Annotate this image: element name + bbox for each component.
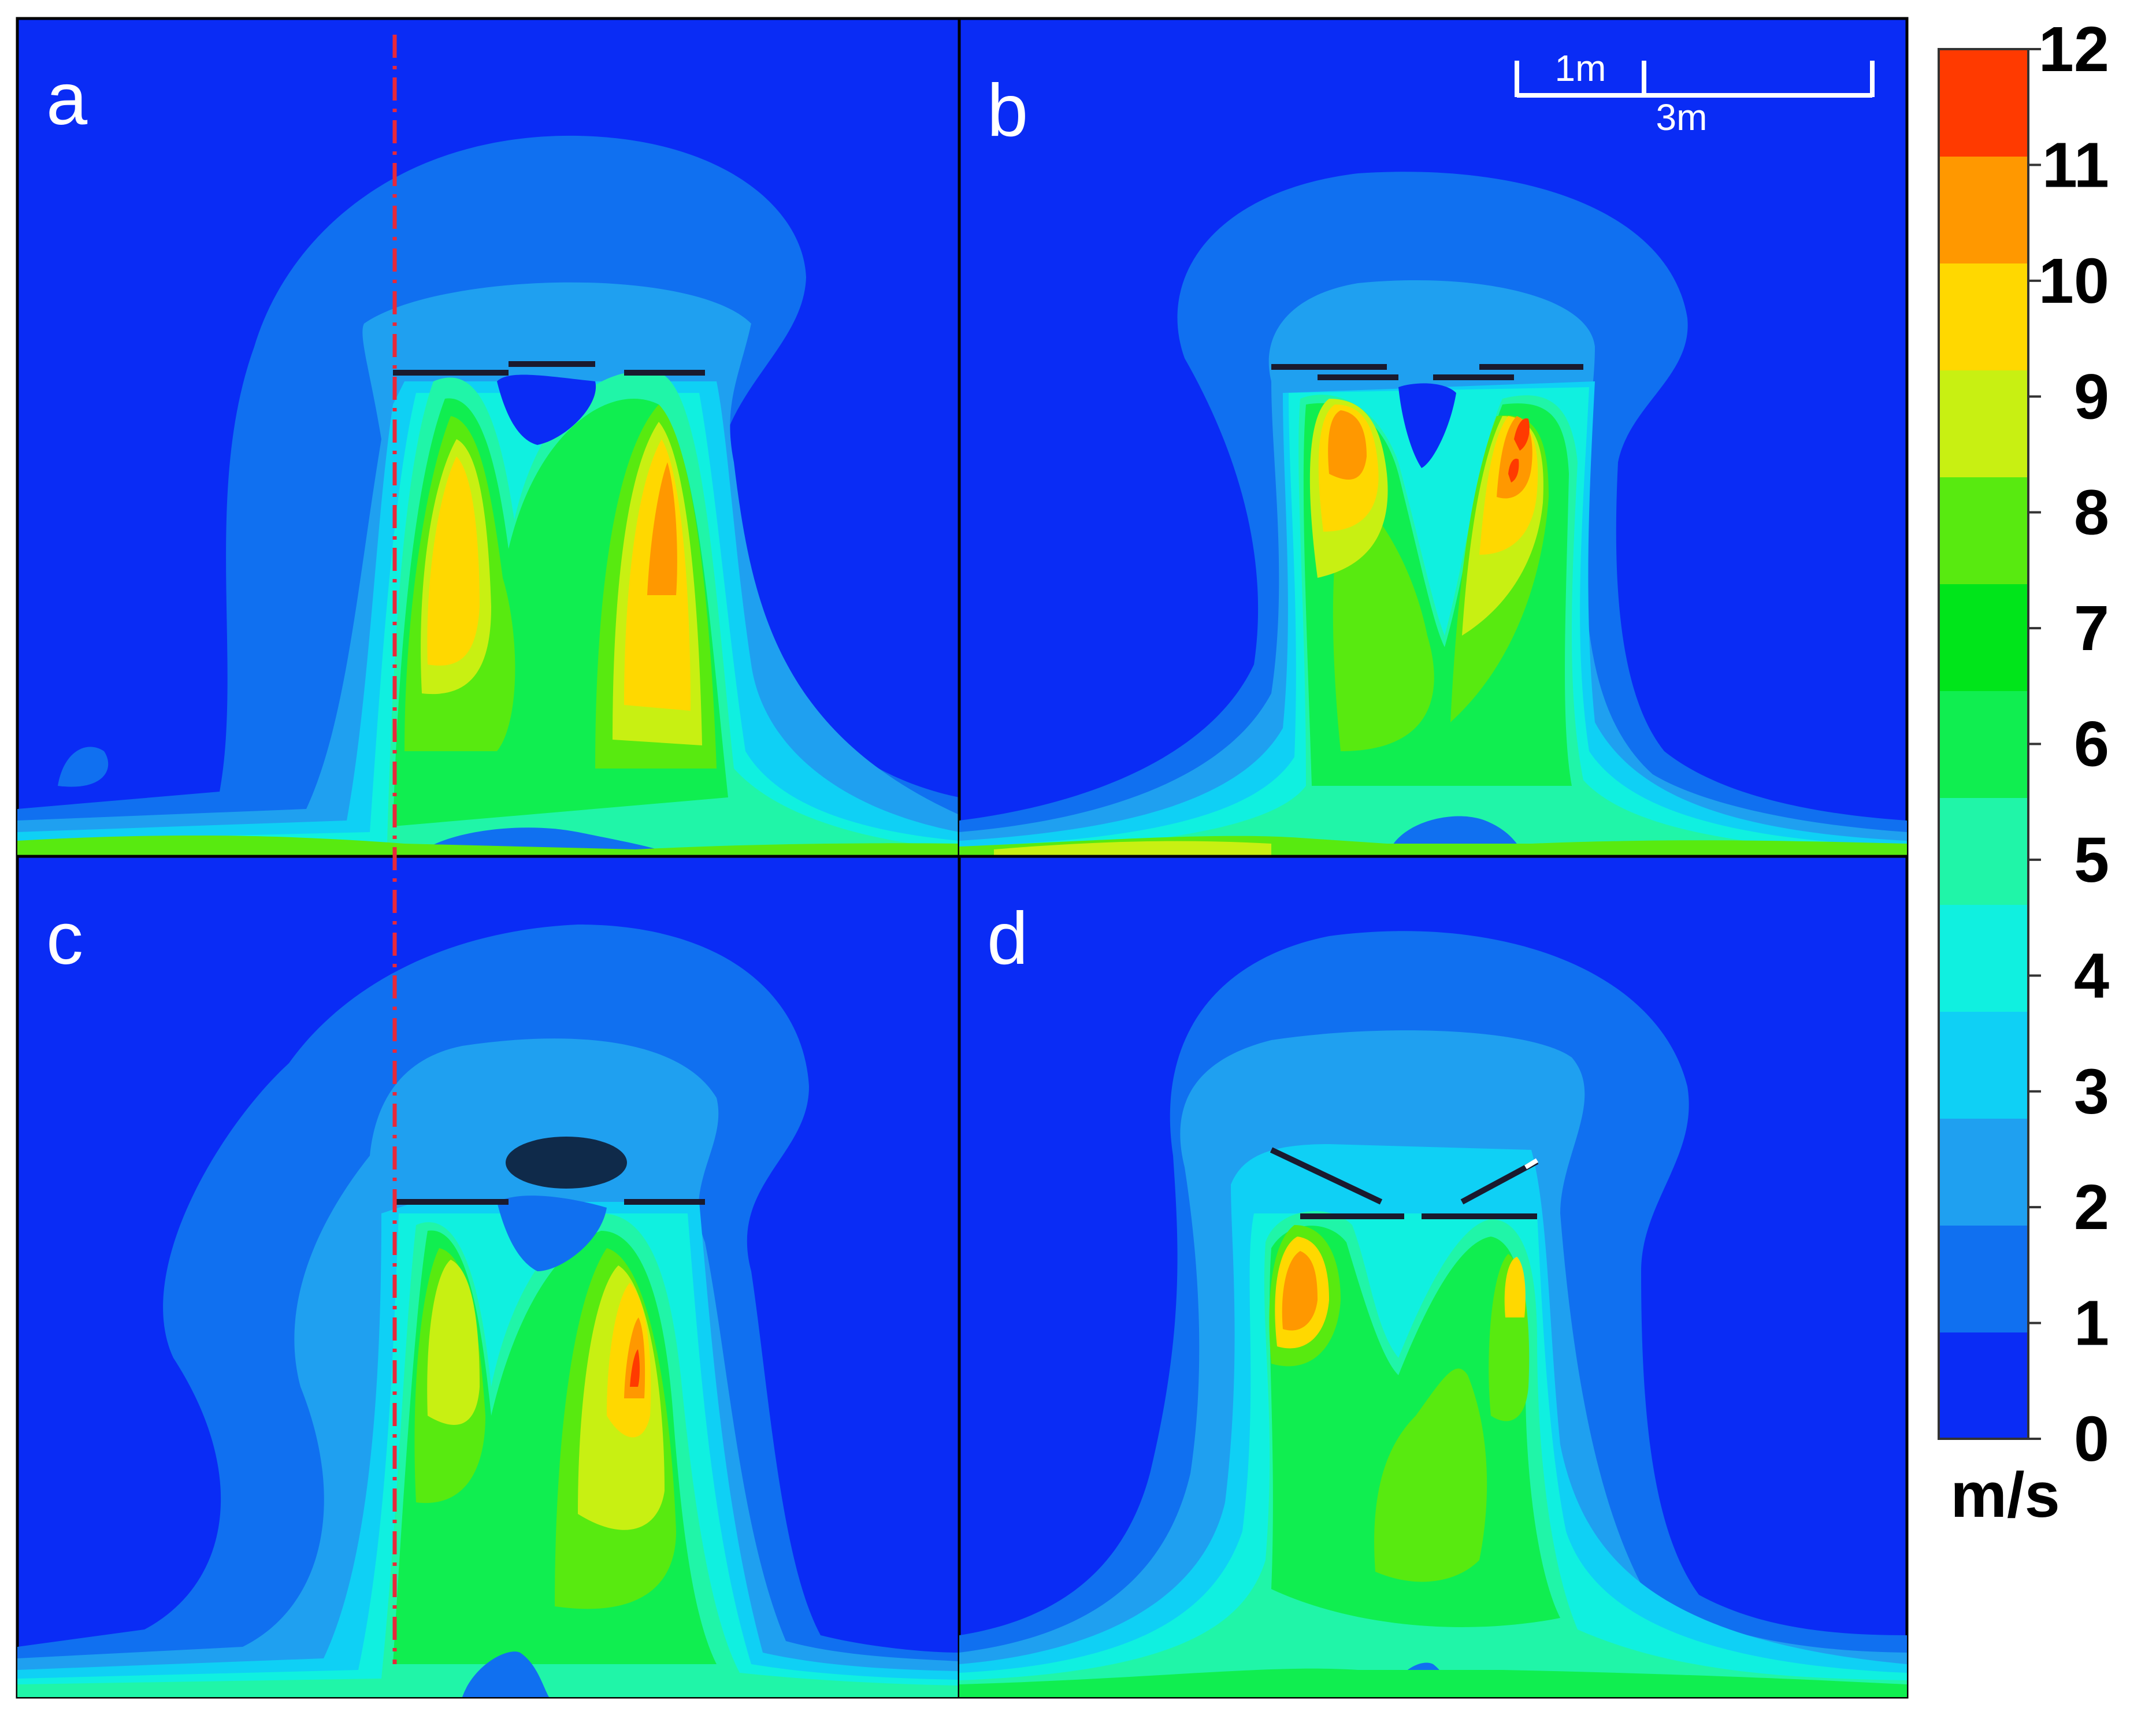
colorbar-tick-label-8: 8 xyxy=(2074,477,2109,548)
scale-bar: 1m 3m xyxy=(1515,47,1875,138)
colorbar-tick-label-7: 7 xyxy=(2074,593,2109,664)
colorbar-band-4 xyxy=(1939,904,2028,1012)
panel-d-contours xyxy=(959,931,1907,1697)
colorbar-unit-label: m/s xyxy=(1950,1460,2060,1531)
colorbar-tick-label-6: 6 xyxy=(2074,709,2109,780)
colorbar-tick-label-2: 2 xyxy=(2074,1172,2109,1243)
colorbar-band-0 xyxy=(1939,1332,2028,1439)
panel-a-label: a xyxy=(46,58,88,140)
colorbar-tick-label-12: 12 xyxy=(2039,14,2109,85)
panel-a-contours xyxy=(17,135,959,856)
colorbar-tick-label-5: 5 xyxy=(2074,825,2109,896)
colorbar-tick-label-1: 1 xyxy=(2074,1288,2109,1359)
colorbar-band-12 xyxy=(1939,49,2028,157)
colorbar-tick-label-10: 10 xyxy=(2039,246,2109,317)
colorbar-band-5 xyxy=(1939,797,2028,905)
panel-b: b 1m 3m xyxy=(958,17,1909,858)
panel-a: a xyxy=(16,17,961,858)
colorbar-band-3 xyxy=(1939,1011,2028,1119)
panel-c-label: c xyxy=(46,897,83,980)
colorbar-tick-label-4: 4 xyxy=(2074,940,2109,1011)
panel-d: d xyxy=(958,855,1909,1699)
colorbar-band-8 xyxy=(1939,477,2028,584)
colorbar-tick-label-0: 0 xyxy=(2074,1404,2109,1475)
panel-c: c xyxy=(16,855,961,1699)
scale-bar-short-label: 1m xyxy=(1555,47,1606,89)
colorbar-tick-label-11: 11 xyxy=(2042,129,2109,201)
elliptical-obstacle xyxy=(506,1137,627,1189)
panel-c-contours xyxy=(17,925,959,1697)
colorbar-band-11 xyxy=(1939,156,2028,263)
colorbar-band-1 xyxy=(1939,1225,2028,1332)
colorbar-band-9 xyxy=(1939,370,2028,477)
scale-bar-long-label: 3m xyxy=(1656,96,1708,138)
colorbar-band-2 xyxy=(1939,1118,2028,1226)
panel-b-contours xyxy=(959,172,1907,856)
colorbar-tick-label-3: 3 xyxy=(2074,1056,2109,1127)
colorbar-tick-label-9: 9 xyxy=(2074,361,2109,432)
colorbar-band-6 xyxy=(1939,691,2028,798)
panel-b-label: b xyxy=(987,69,1028,152)
colorbar-band-10 xyxy=(1939,263,2028,370)
panel-d-label: d xyxy=(987,897,1028,980)
colorbar-band-7 xyxy=(1939,584,2028,691)
